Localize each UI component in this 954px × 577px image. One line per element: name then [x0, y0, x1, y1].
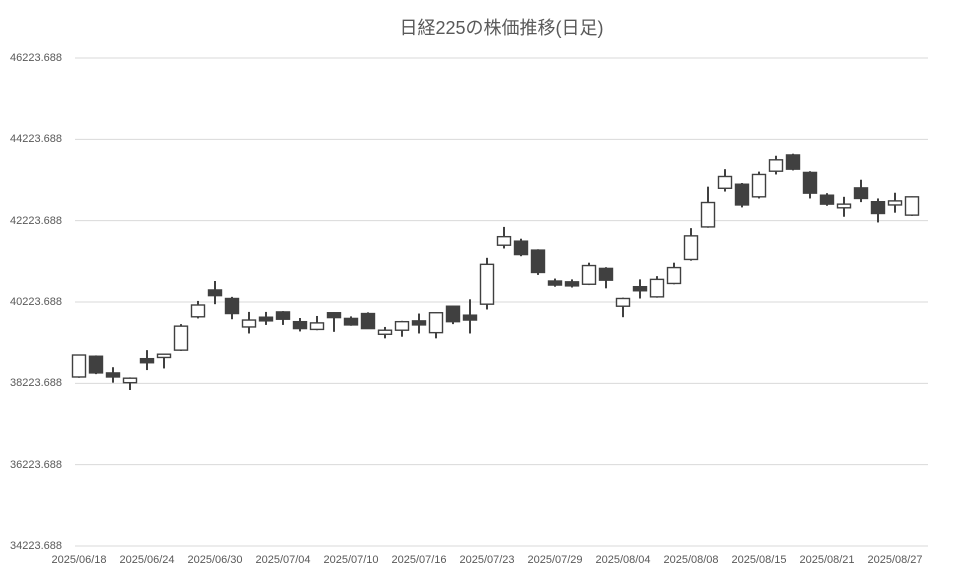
- candle: [819, 193, 835, 206]
- candle: [836, 196, 852, 217]
- y-axis-tick-label: 46223.688: [10, 52, 62, 64]
- candle: [411, 313, 427, 334]
- candle: [190, 300, 206, 319]
- x-axis-tick-label: 2025/08/15: [731, 554, 787, 566]
- candle: [275, 311, 291, 325]
- candle: [224, 296, 240, 320]
- candle: [326, 312, 342, 332]
- y-axis-tick-label: 36223.688: [10, 458, 62, 471]
- candle: [105, 367, 121, 383]
- candle: [581, 262, 597, 286]
- candle: [71, 354, 87, 378]
- candle: [717, 169, 733, 192]
- candle: [428, 312, 444, 339]
- x-axis-tick-label: 2025/08/21: [799, 554, 855, 566]
- candle: [122, 377, 138, 390]
- y-axis-tick-label: 42223.688: [10, 214, 62, 227]
- y-axis-tick-label: 34223.688: [10, 540, 62, 552]
- candle: [785, 153, 801, 171]
- candle: [258, 311, 274, 325]
- candle: [530, 249, 546, 275]
- candle: [156, 353, 172, 369]
- candle: [173, 324, 189, 351]
- y-axis-tick-label: 40223.688: [10, 296, 62, 308]
- candle: [887, 192, 903, 213]
- candle: [479, 257, 495, 310]
- candle: [207, 281, 223, 305]
- candle: [615, 297, 631, 318]
- x-axis-tick-label: 2025/07/04: [255, 554, 311, 566]
- x-axis-tick-label: 2025/06/24: [119, 554, 175, 566]
- candle: [139, 350, 155, 371]
- x-axis-tick-label: 2025/08/08: [663, 554, 719, 566]
- candle: [360, 312, 376, 330]
- x-axis-tick-label: 2025/08/27: [867, 554, 923, 566]
- candle: [88, 355, 104, 375]
- x-axis-tick-label: 2025/07/16: [391, 554, 447, 566]
- x-axis-tick-label: 2025/07/29: [527, 554, 583, 566]
- candle: [394, 320, 410, 337]
- candle: [462, 299, 478, 334]
- candle: [496, 226, 512, 249]
- candle: [751, 171, 767, 199]
- candle: [309, 315, 325, 331]
- x-axis-tick-label: 2025/06/30: [187, 554, 243, 566]
- candle: [598, 267, 614, 289]
- candle: [377, 326, 393, 339]
- candle: [343, 316, 359, 326]
- candle: [666, 262, 682, 285]
- candle: [768, 155, 784, 175]
- candle: [564, 279, 580, 288]
- chart-title: 日経225の株価推移(日足): [399, 18, 604, 38]
- candle: [445, 305, 461, 325]
- candle: [241, 311, 257, 334]
- candle: [853, 179, 869, 203]
- candle: [700, 186, 716, 228]
- y-axis-tick-label: 38223.688: [10, 377, 62, 390]
- candle: [870, 198, 886, 223]
- candle: [649, 276, 665, 298]
- x-axis-tick-label: 2025/06/18: [51, 554, 107, 566]
- candle: [632, 279, 648, 299]
- candle: [734, 182, 750, 208]
- candle: [547, 278, 563, 287]
- x-axis-tick-label: 2025/08/04: [595, 554, 651, 566]
- candle: [904, 196, 920, 216]
- candle: [683, 228, 699, 261]
- y-axis-tick-label: 44223.688: [10, 133, 62, 146]
- candle: [802, 171, 818, 199]
- x-axis-tick-label: 2025/07/23: [459, 554, 515, 566]
- candle: [292, 318, 308, 332]
- candle: [513, 238, 529, 257]
- x-axis-tick-label: 2025/07/10: [323, 554, 379, 566]
